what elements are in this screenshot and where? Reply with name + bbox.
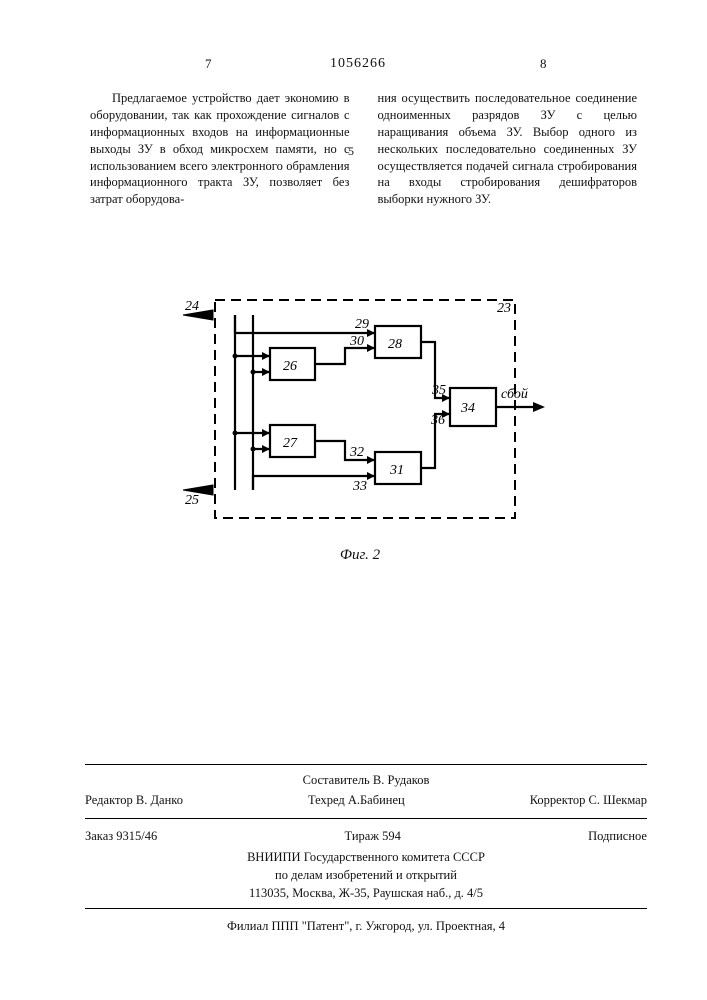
- divider: [85, 908, 647, 909]
- address1: 113035, Москва, Ж-35, Раушская наб., д. …: [85, 884, 647, 902]
- page-num-left: 7: [205, 56, 212, 72]
- text-columns: Предлагаемое устройство дает экономию в …: [90, 90, 637, 208]
- label-35: 35: [431, 383, 446, 398]
- column-left: Предлагаемое устройство дает экономию в …: [90, 90, 350, 208]
- label-36: 36: [430, 413, 445, 428]
- zakaz: Заказ 9315/46: [85, 829, 157, 844]
- tehred: Техред А.Бабинец: [308, 793, 405, 808]
- footer: Составитель В. Рудаков Редактор В. Данко…: [85, 758, 647, 939]
- label-24: 24: [185, 299, 199, 314]
- address2: Филиал ППП "Патент", г. Ужгород, ул. Про…: [85, 915, 647, 938]
- label-29: 29: [355, 317, 369, 332]
- col-right-text: ния осуществить последовательное соедине…: [378, 90, 638, 208]
- label-30: 30: [349, 334, 364, 349]
- label-28: 28: [388, 337, 402, 352]
- label-31: 31: [389, 463, 404, 478]
- page-num-right: 8: [540, 56, 547, 72]
- podpisnoe: Подписное: [588, 829, 647, 844]
- label-27: 27: [283, 436, 298, 451]
- col-left-text: Предлагаемое устройство дает экономию в …: [90, 90, 350, 208]
- divider: [85, 818, 647, 819]
- document-id: 1056266: [330, 56, 386, 72]
- label-25: 25: [185, 493, 199, 508]
- figure-2: 26 27 28 31 34 24 25 2: [175, 290, 545, 560]
- org-line1: ВНИИПИ Государственного комитета СССР: [85, 848, 647, 866]
- org-line2: по делам изобретений и открытий: [85, 866, 647, 884]
- sostavitel: Составитель В. Рудаков: [85, 771, 647, 789]
- column-right: ния осуществить последовательное соедине…: [378, 90, 638, 208]
- diagram-svg: 26 27 28 31 34 24 25 2: [175, 290, 545, 540]
- label-33: 33: [352, 479, 367, 494]
- korrektor: Корректор С. Шекмар: [530, 793, 647, 808]
- label-23: 23: [497, 301, 511, 316]
- output-label: сбой: [501, 387, 528, 402]
- label-26: 26: [283, 359, 297, 374]
- page: 7 1056266 8 5 Предлагаемое устройство да…: [0, 0, 707, 1000]
- divider: [85, 764, 647, 765]
- tirazh: Тираж 594: [345, 829, 401, 844]
- label-32: 32: [349, 445, 364, 460]
- label-34: 34: [460, 401, 475, 416]
- figure-caption: Фиг. 2: [175, 547, 545, 564]
- editor: Редактор В. Данко: [85, 793, 183, 808]
